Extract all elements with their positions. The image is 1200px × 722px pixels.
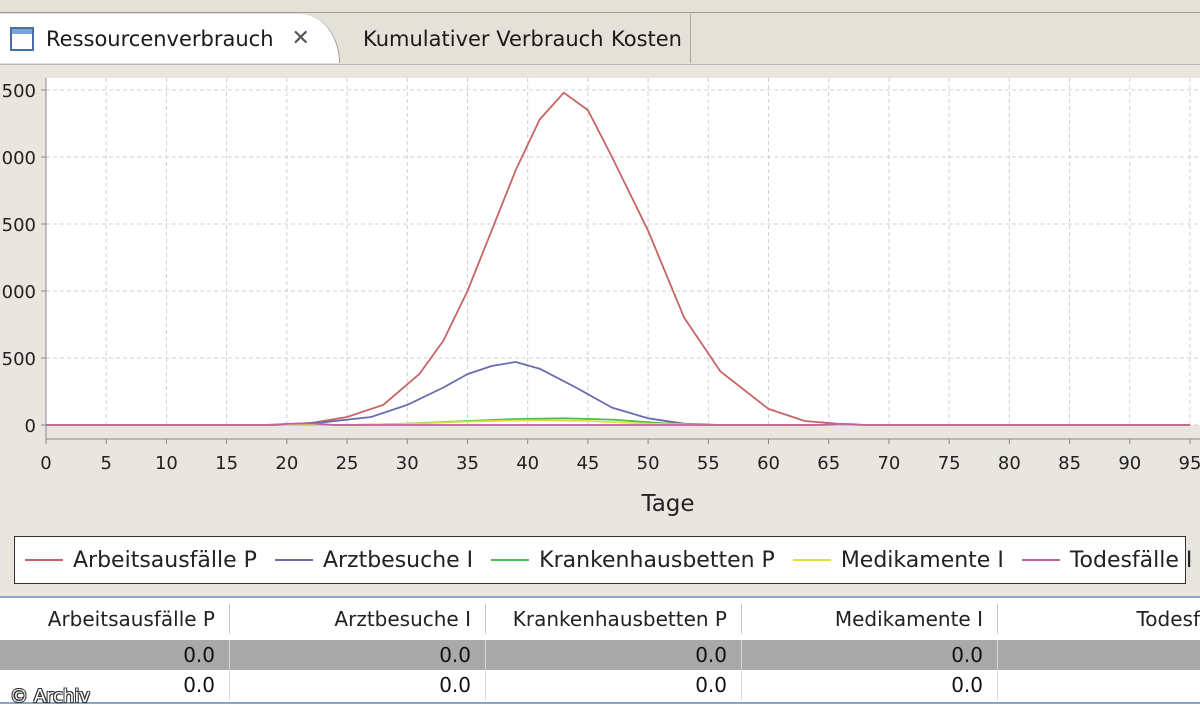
series-line-arztbesuche-i [46, 361, 1190, 426]
y-tick-label: 2000 [0, 148, 36, 169]
data-table[interactable]: Arbeitsausfälle P Arztbesuche I Krankenh… [0, 596, 1200, 722]
table-cell: 0.0 [742, 670, 998, 700]
table-cell: 0.0 [742, 640, 998, 670]
x-tick-label: 0 [40, 453, 51, 474]
x-tick-label: 50 [637, 453, 660, 474]
view-icon [10, 26, 34, 51]
x-tick-label: 30 [396, 453, 419, 474]
close-icon[interactable]: ✕ [291, 25, 310, 51]
table-cell: 0.0 [230, 670, 486, 700]
legend-label: Todesfälle I [1069, 547, 1193, 573]
column-header[interactable]: Medikamente I [742, 604, 998, 634]
legend-item-arbeitsausfaelle: Arbeitsausfälle P [25, 548, 257, 573]
chart-legend: Arbeitsausfälle P Arztbesuche I Krankenh… [14, 536, 1192, 584]
tab-label: Kumulativer Verbrauch [363, 26, 604, 51]
x-tick-label: 65 [817, 453, 840, 474]
x-tick-label: 15 [215, 453, 238, 474]
table-cell: 0.0 [0, 670, 230, 700]
x-tick-label: 5 [100, 453, 111, 474]
legend-item-todesfaelle: Todesfälle I [1021, 547, 1193, 573]
x-tick-label: 35 [456, 453, 479, 474]
table-row[interactable]: 0.0 0.0 0.0 0.0 [0, 640, 1200, 670]
x-tick-label: 25 [336, 453, 359, 474]
tab-label: Ressourcenverbrauch [46, 26, 274, 51]
series-line-arbeitsausfälle-p [46, 91, 1190, 426]
legend-item-arztbesuche: Arztbesuche I [274, 547, 474, 573]
x-tick-label: 55 [697, 453, 720, 474]
tab-bar-border [0, 12, 1200, 13]
x-tick-label: 45 [576, 453, 599, 474]
legend-swatch [274, 559, 313, 561]
legend-swatch [792, 559, 831, 561]
legend-item-medikamente: Medikamente I [792, 547, 1004, 573]
x-tick-label: 70 [877, 453, 900, 474]
table-cell [998, 670, 1200, 700]
x-tick-label: 85 [1058, 453, 1081, 474]
x-axis-title: Tage [640, 491, 694, 517]
legend-item-krankenhausbetten: Krankenhausbetten P [491, 548, 775, 573]
table-header-row: Arbeitsausfälle P Arztbesuche I Krankenh… [0, 604, 1200, 634]
table-cell: 0.0 [486, 670, 742, 700]
x-tick-label: 10 [155, 453, 178, 474]
legend-label: Krankenhausbetten P [539, 547, 775, 573]
tab-kumulativer-verbrauch[interactable]: Kumulativer Verbrauch [355, 14, 613, 63]
legend-swatch [491, 559, 530, 561]
legend-swatch [1021, 559, 1060, 561]
x-tick-label: 80 [998, 453, 1021, 474]
series-line-todesfälle-i [46, 422, 1190, 426]
table-cell: 0.0 [486, 640, 742, 670]
column-header[interactable]: Krankenhausbetten P [486, 604, 742, 634]
y-tick-label: 1500 [0, 215, 36, 236]
column-header[interactable]: Arztbesuche I [230, 604, 486, 634]
x-tick-label: 20 [275, 453, 298, 474]
y-tick-label: 500 [2, 349, 36, 370]
x-tick-label: 60 [757, 453, 780, 474]
table-cell [998, 640, 1200, 670]
editor-tab-bar: Ressourcenverbrauch ✕ Kumulativer Verbra… [0, 0, 1200, 65]
y-tick-label: 2500 [0, 81, 36, 102]
tab-label: Kosten [611, 26, 682, 51]
table-cell: 0.0 [0, 640, 230, 670]
legend-label: Medikamente I [840, 547, 1004, 573]
table-cell: 0.0 [230, 640, 486, 670]
line-chart: 0 5 10 15 20 25 30 35 40 45 50 55 60 65 70 75 80 85 90 95 0 5… [0, 78, 1200, 517]
tab-kosten[interactable]: Kosten [603, 14, 691, 63]
x-tick-label: 75 [938, 453, 961, 474]
table-bottom-border [0, 702, 1200, 704]
tab-ressourcenverbrauch[interactable]: Ressourcenverbrauch ✕ [0, 14, 340, 63]
column-header[interactable]: Todesf [1136, 607, 1200, 631]
column-header[interactable]: Arbeitsausfälle P [0, 604, 230, 634]
legend-swatch [25, 559, 63, 561]
x-tick-label: 95 [1179, 453, 1200, 474]
chart-panel: 0 5 10 15 20 25 30 35 40 45 50 55 60 65 70 75 80 85 90 95 0 5… [0, 65, 1200, 593]
y-tick-label: 0 [25, 416, 36, 437]
watermark: © Archiv [10, 686, 90, 707]
x-tick-label: 40 [516, 453, 539, 474]
y-tick-label: 1000 [0, 282, 36, 303]
plot-area [46, 78, 1200, 425]
legend-label: Arztbesuche I [322, 547, 474, 573]
x-tick-label: 90 [1118, 453, 1141, 474]
table-row[interactable]: 0.0 0.0 0.0 0.0 [0, 670, 1200, 700]
legend-label: Arbeitsausfälle P [73, 547, 257, 573]
